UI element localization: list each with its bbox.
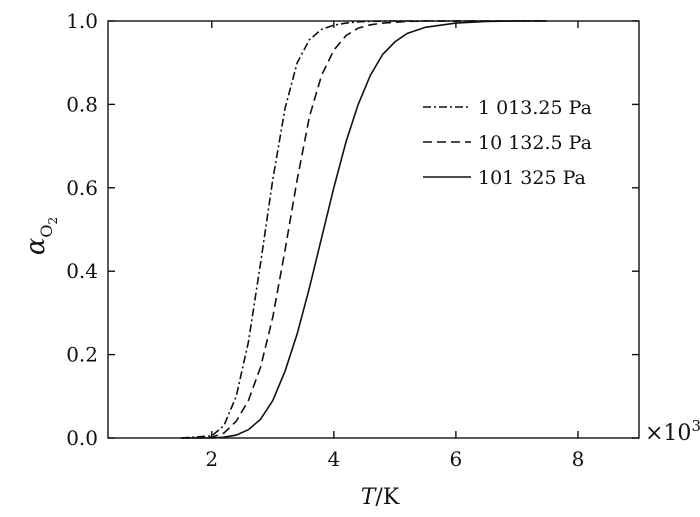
x-tick-label: 2 [205, 447, 218, 471]
y-axis-label: αO2 [21, 217, 60, 255]
tick-labels: 2 4 6 8 0.0 0.2 0.4 0.6 0.8 1.0 [66, 9, 584, 471]
y-tick-label: 0.2 [66, 343, 98, 367]
legend: 1 013.25 Pa 10 132.5 Pa 101 325 Pa [423, 97, 592, 189]
y-tick-label: 0.4 [66, 259, 98, 283]
x-tick-label: 8 [572, 447, 585, 471]
series-line-1 [181, 20, 548, 439]
y-tick-label: 1.0 [66, 9, 98, 33]
y-tick-label: 0.0 [66, 426, 98, 450]
svg-text:αO2: αO2 [21, 217, 60, 255]
x-tick-label: 6 [450, 447, 463, 471]
curves [181, 20, 548, 439]
x-multiplier: ×103 [645, 417, 700, 446]
legend-label-1: 1 013.25 Pa [478, 97, 592, 119]
legend-label-3: 101 325 Pa [478, 167, 586, 189]
y-tick-label: 0.6 [66, 176, 98, 200]
series-line-3 [181, 20, 548, 439]
series-line-2 [181, 20, 548, 439]
legend-label-2: 10 132.5 Pa [478, 132, 592, 154]
x-tick-label: 4 [327, 447, 340, 471]
ticks [108, 20, 639, 439]
x-axis-label: T/K [361, 485, 400, 510]
y-tick-label: 0.8 [66, 92, 98, 116]
plot-frame [107, 20, 640, 439]
